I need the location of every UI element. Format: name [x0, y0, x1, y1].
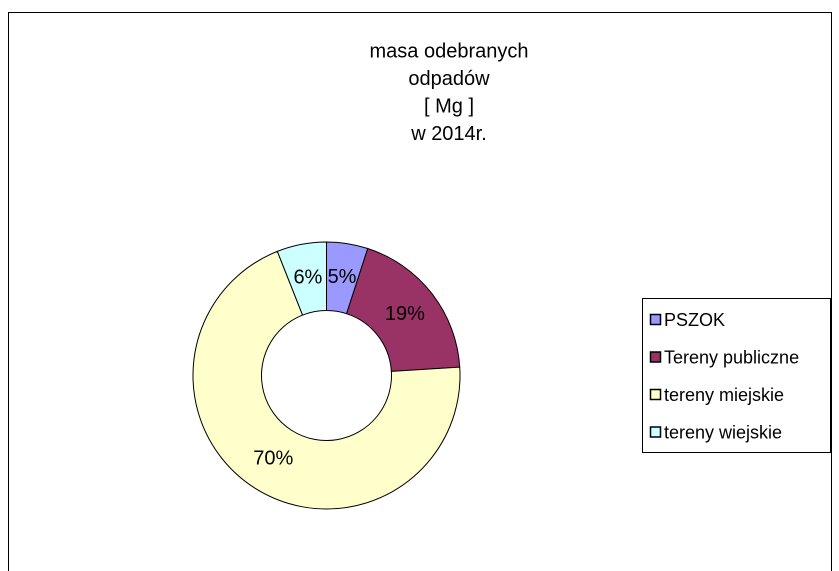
data-label: 19% — [385, 303, 425, 325]
legend-swatch — [649, 313, 662, 326]
chart-title-line: [ Mg ] — [424, 95, 474, 117]
legend-swatch — [649, 351, 662, 363]
legend-label: PSZOK — [664, 310, 725, 330]
data-label: 6% — [293, 266, 322, 288]
legend-swatch — [649, 426, 662, 438]
legend-swatch — [649, 388, 662, 401]
data-label: 5% — [328, 266, 357, 288]
data-label: 70% — [253, 448, 293, 470]
legend-label: tereny wiejskie — [664, 422, 782, 442]
chart-title-line: w 2014r. — [410, 123, 487, 145]
donut — [192, 241, 461, 510]
legend-box — [642, 298, 831, 453]
chart-title-line: masa odebranych — [370, 40, 529, 62]
legend-label: tereny miejskie — [664, 385, 784, 405]
donut-slice — [192, 250, 461, 510]
chart-title-line: odpadów — [408, 68, 490, 90]
legend-label: Tereny publiczne — [664, 347, 799, 367]
donut-slice — [276, 241, 327, 316]
donut-slice — [345, 247, 461, 372]
